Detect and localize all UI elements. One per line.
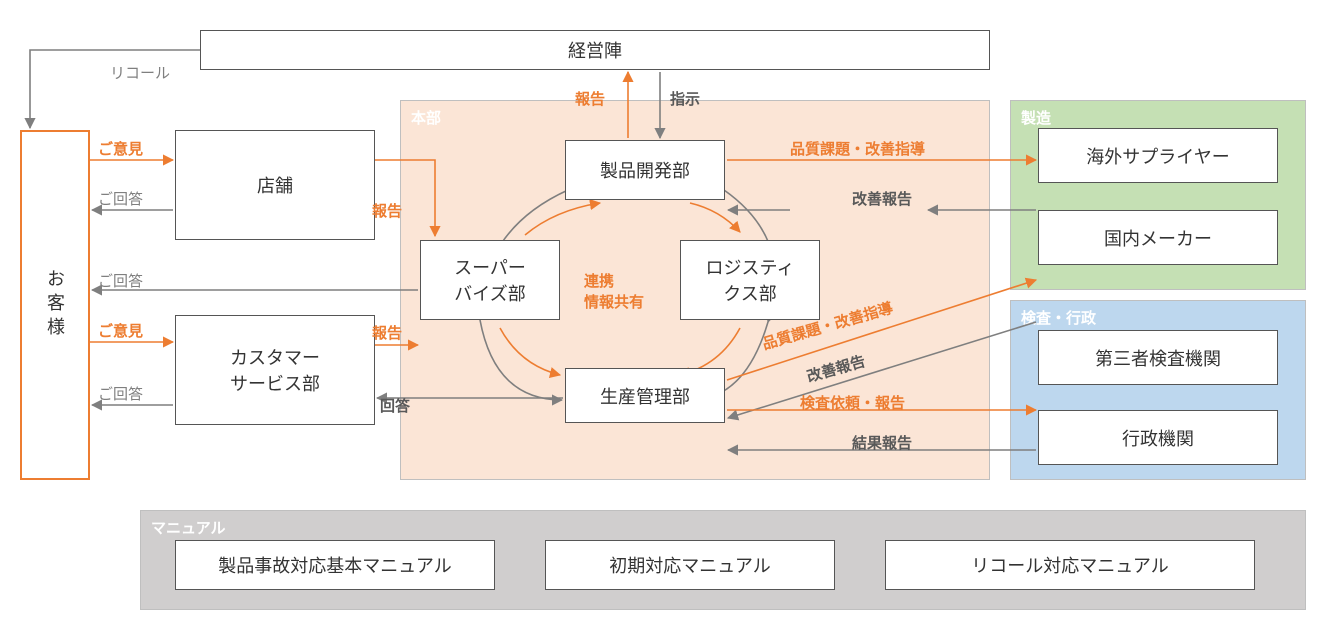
node-product-dev: 製品開発部 [565,140,725,200]
edge-label-resrep: 結果報告 [852,432,912,453]
node-production-mgmt: 生産管理部 [565,368,725,423]
node-manual-accident: 製品事故対応基本マニュアル [175,540,495,590]
edge-label-rep1: 報告 [372,200,402,221]
node-inspector: 第三者検査機関 [1038,330,1278,385]
node-logistics: ロジスティ クス部 [680,240,820,320]
node-customer-service-label: カスタマー サービス部 [230,344,320,396]
node-management: 経営陣 [200,30,990,70]
node-government-label: 行政機関 [1122,425,1194,451]
edge-label-rep3: 報告 [575,88,605,109]
node-store-label: 店舗 [257,172,293,198]
edge-label-opinion1: ご意見 [98,138,143,159]
node-supervise: スーパー バイズ部 [420,240,560,320]
node-overseas-supplier-label: 海外サプライヤー [1086,143,1229,169]
edge-label-recall: リコール [110,62,170,83]
edge-label-reply3: ご回答 [98,383,143,404]
node-overseas-supplier: 海外サプライヤー [1038,128,1278,183]
node-manual-recall-label: リコール対応マニュアル [971,552,1168,578]
node-manual-initial-label: 初期対応マニュアル [609,552,770,578]
node-production-mgmt-label: 生産管理部 [600,383,690,409]
node-product-dev-label: 製品開発部 [600,157,690,183]
edge-label-reply2: ご回答 [98,270,143,291]
edge-label-opinion2: ご意見 [98,320,143,341]
node-manual-initial: 初期対応マニュアル [545,540,835,590]
node-store: 店舗 [175,130,375,240]
edge-label-ans: 回答 [380,395,410,416]
node-management-label: 経営陣 [568,37,622,63]
edge-label-qc1: 品質課題・改善指導 [790,138,925,159]
node-supervise-label: スーパー バイズ部 [454,254,526,306]
edge-label-instr: 指示 [670,88,700,109]
node-inspector-label: 第三者検査機関 [1095,345,1221,371]
node-domestic-maker: 国内メーカー [1038,210,1278,265]
node-customer: お客様 [20,130,90,480]
node-manual-recall: リコール対応マニュアル [885,540,1255,590]
edge-label-rep2: 報告 [372,322,402,343]
node-manual-accident-label: 製品事故対応基本マニュアル [218,552,451,578]
node-domestic-maker-label: 国内メーカー [1104,225,1212,251]
edge-label-inspreq: 検査依頼・報告 [800,392,905,413]
node-customer-label: お客様 [42,269,68,341]
edge-label-imprep1: 改善報告 [852,188,912,209]
edge-label-share: 連携 情報共有 [584,270,644,312]
node-logistics-label: ロジスティ クス部 [706,254,795,306]
node-customer-service: カスタマー サービス部 [175,315,375,425]
node-government: 行政機関 [1038,410,1278,465]
edge-label-reply1: ご回答 [98,188,143,209]
